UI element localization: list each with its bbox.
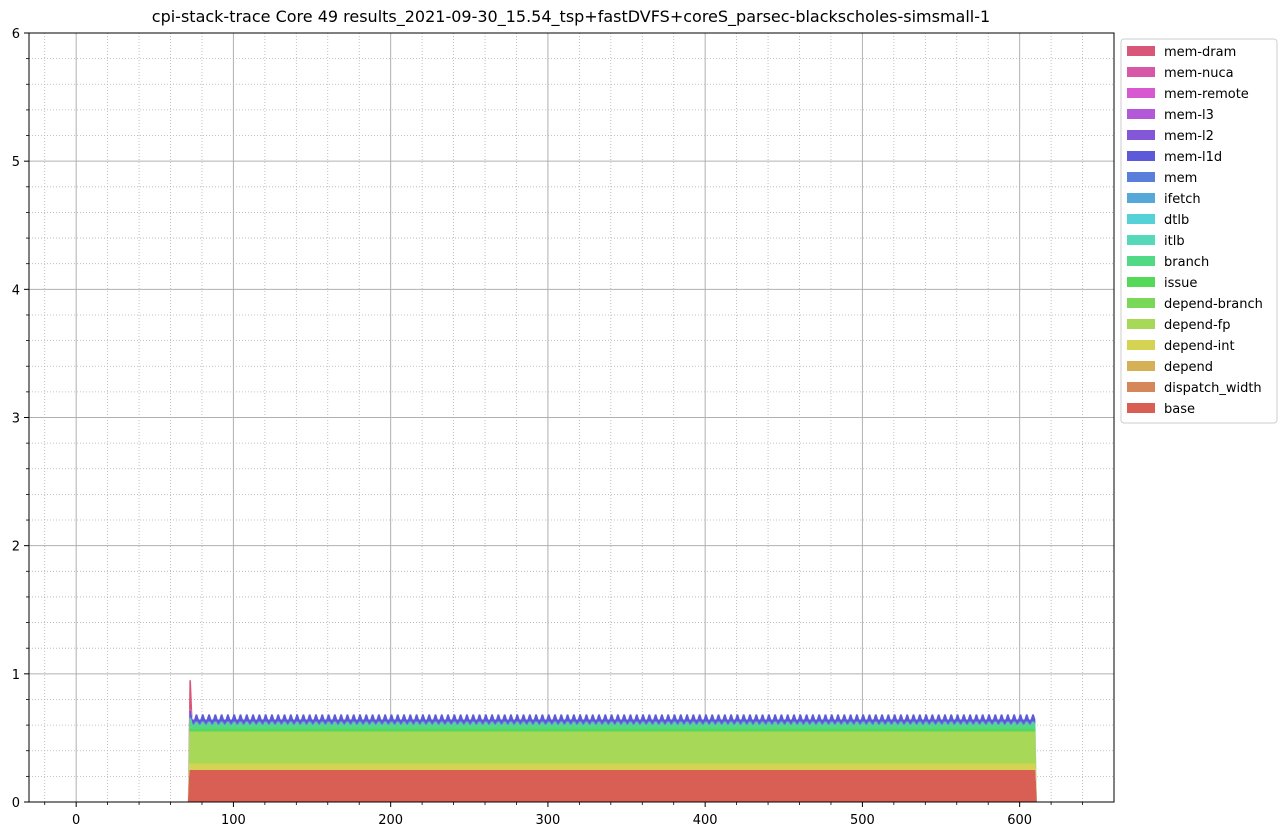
y-axis: 0 1 2 3 4 5 6	[12, 27, 29, 811]
legend-label-mem-l1d: mem-l1d	[1164, 150, 1222, 165]
legend-label-mem-dram: mem-dram	[1164, 45, 1236, 60]
legend-swatch-mem-remote	[1127, 88, 1155, 98]
x-tick-label: 400	[693, 813, 718, 828]
legend-swatch-mem-nuca	[1127, 67, 1155, 77]
y-tick-label: 4	[12, 283, 20, 298]
legend-label-itlb: itlb	[1164, 234, 1185, 249]
legend-swatch-dtlb	[1127, 214, 1155, 224]
legend-swatch-dispatch_width	[1127, 382, 1155, 392]
chart-title: cpi-stack-trace Core 49 results_2021-09-…	[152, 7, 990, 27]
legend-swatch-ifetch	[1127, 193, 1155, 203]
x-tick-label: 0	[72, 813, 80, 828]
legend-label-dispatch_width: dispatch_width	[1164, 381, 1262, 396]
legend-label-base: base	[1164, 402, 1195, 417]
legend-label-dtlb: dtlb	[1164, 213, 1189, 228]
major-grid	[29, 32, 1114, 803]
legend-label-depend-fp: depend-fp	[1164, 318, 1231, 333]
legend-label-mem-l3: mem-l3	[1164, 108, 1214, 123]
x-tick-label: 500	[850, 813, 875, 828]
x-tick-label: 100	[221, 813, 246, 828]
legend-swatch-depend-fp	[1127, 319, 1155, 329]
legend-swatch-issue	[1127, 277, 1155, 287]
legend-box	[1120, 38, 1278, 424]
legend-swatch-mem	[1127, 172, 1155, 182]
legend-swatch-mem-l3	[1127, 109, 1155, 119]
area-base	[187, 769, 1037, 802]
y-tick-label: 6	[12, 27, 20, 42]
area-depend-int	[187, 763, 1037, 802]
x-tick-label: 300	[535, 813, 560, 828]
legend: mem-dram mem-nuca mem-remote mem-l3 mem-l2 me…	[1120, 38, 1278, 424]
stacked-areas	[187, 680, 1037, 802]
legend-label-mem-nuca: mem-nuca	[1164, 66, 1234, 81]
legend-swatch-depend-branch	[1127, 298, 1155, 308]
x-tick-label: 600	[1007, 813, 1032, 828]
area-mem-l1d	[187, 711, 1037, 802]
y-tick-label: 1	[12, 668, 20, 683]
legend-swatch-mem-l1d	[1127, 151, 1155, 161]
legend-swatch-itlb	[1127, 235, 1155, 245]
y-tick-label: 5	[12, 155, 20, 170]
legend-swatch-branch	[1127, 256, 1155, 266]
legend-label-mem-l2: mem-l2	[1164, 129, 1214, 144]
legend-label-mem: mem	[1164, 171, 1197, 186]
x-axis: 0 100 200 300 400 500 600	[44, 802, 1083, 828]
legend-label-depend-branch: depend-branch	[1164, 297, 1263, 312]
legend-swatch-mem-l2	[1127, 130, 1155, 140]
legend-swatch-mem-dram	[1127, 46, 1155, 56]
legend-swatch-depend-int	[1127, 340, 1155, 350]
area-depend-fp	[187, 731, 1037, 802]
legend-label-depend: depend	[1164, 360, 1213, 375]
x-tick-label: 200	[378, 813, 403, 828]
area-branch	[187, 718, 1037, 802]
legend-label-issue: issue	[1164, 276, 1197, 291]
legend-swatch-base	[1127, 403, 1155, 413]
legend-label-mem-remote: mem-remote	[1164, 87, 1249, 102]
y-tick-label: 3	[12, 412, 20, 427]
legend-label-ifetch: ifetch	[1164, 192, 1201, 207]
legend-label-branch: branch	[1164, 255, 1209, 270]
legend-label-depend-int: depend-int	[1164, 339, 1235, 354]
y-tick-label: 0	[12, 796, 20, 811]
y-tick-label: 2	[12, 540, 20, 555]
legend-swatch-depend	[1127, 361, 1155, 371]
